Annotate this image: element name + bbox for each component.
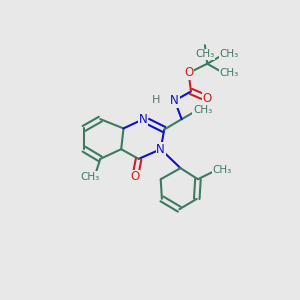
Text: N: N [156, 143, 165, 156]
Text: N: N [139, 113, 148, 126]
Text: CH₃: CH₃ [213, 165, 232, 175]
Text: O: O [202, 92, 212, 105]
Text: CH₃: CH₃ [220, 50, 239, 59]
Text: CH₃: CH₃ [80, 172, 99, 182]
Text: CH₃: CH₃ [220, 68, 239, 78]
Text: CH₃: CH₃ [195, 50, 214, 59]
Text: O: O [184, 67, 193, 80]
Text: O: O [130, 170, 140, 183]
Text: H: H [152, 94, 160, 104]
Text: N: N [170, 94, 179, 107]
Text: CH₃: CH₃ [193, 105, 212, 115]
